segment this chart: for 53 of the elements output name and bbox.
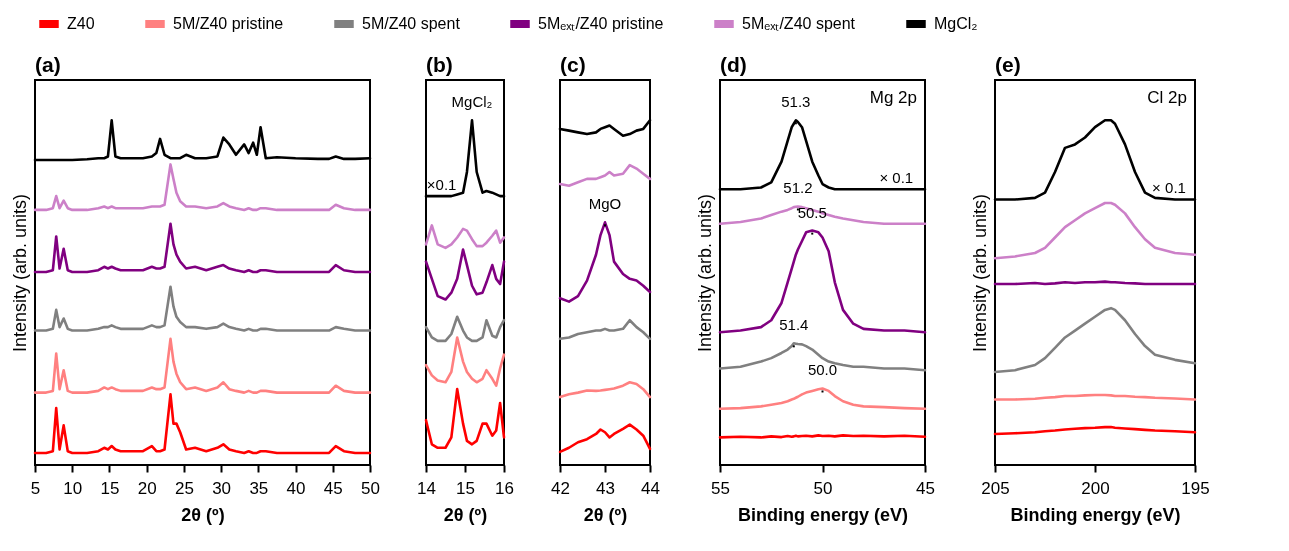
annotation: ×0.1 <box>426 175 457 193</box>
annotation: × 0.1 <box>1152 179 1186 197</box>
legend-label: 5Mₑₓₜ/Z40 spent <box>742 15 856 32</box>
x-tick-label: 30 <box>212 478 232 498</box>
x-axis-title: 2θ (º) <box>583 504 628 525</box>
legend-label: MgCl₂ <box>934 15 978 32</box>
x-axis-title: 2θ (º) <box>443 504 488 525</box>
x-tick-label: 45 <box>916 478 935 498</box>
x-tick-label: 45 <box>323 478 343 498</box>
x-tick-label: 35 <box>249 478 269 498</box>
annotation: 50.5 <box>797 203 827 221</box>
legend-label: 5Mₑₓₜ/Z40 pristine <box>538 15 664 32</box>
x-tick-label: 55 <box>711 478 730 498</box>
x-axis-title: Binding energy (eV) <box>1010 504 1181 525</box>
annotation: 51.4 <box>779 316 809 334</box>
chart-title: (b) <box>426 53 453 76</box>
chart-title: (a) <box>35 53 61 76</box>
annotation: × 0.1 <box>879 168 914 186</box>
legend-label: 5M/Z40 spent <box>362 15 461 32</box>
x-axis-title: Binding energy (eV) <box>737 504 909 525</box>
annotation: 51.3 <box>781 93 811 111</box>
x-axis-title: 2θ (º) <box>181 504 225 525</box>
y-axis-title: Intensity (arb. units) <box>9 193 30 353</box>
chart-title: (c) <box>560 53 586 76</box>
x-tick-label: 14 <box>417 478 436 498</box>
x-tick-label: 43 <box>596 478 615 498</box>
x-tick-label: 15 <box>100 478 120 498</box>
x-tick-label: 205 <box>981 478 1010 498</box>
annotation: 50.0 <box>807 361 838 379</box>
x-tick-label: 16 <box>495 478 514 498</box>
y-axis-title: Intensity (arb. units) <box>969 193 990 353</box>
x-tick-label: 20 <box>137 478 157 498</box>
x-tick-label: 15 <box>456 478 475 498</box>
text: Cl 2p <box>1147 88 1187 107</box>
legend-label: Z40 <box>67 15 95 32</box>
x-tick-label: 195 <box>1181 478 1210 498</box>
chart-title: (e) <box>995 53 1021 76</box>
x-tick-label: 40 <box>286 478 306 498</box>
legend-label: 5M/Z40 pristine <box>173 15 284 32</box>
y-axis-title: Intensity (arb. units) <box>694 193 715 353</box>
x-tick-label: 5 <box>30 478 41 498</box>
chart-title: (d) <box>720 53 747 76</box>
x-tick-label: 10 <box>63 478 83 498</box>
annotation: MgCl₂ <box>451 93 493 111</box>
x-tick-label: 25 <box>174 478 194 498</box>
text: Mg 2p <box>869 88 917 107</box>
annotation: MgO <box>588 195 622 213</box>
x-tick-label: 50 <box>813 478 833 498</box>
x-tick-label: 50 <box>361 478 380 498</box>
x-tick-label: 42 <box>551 478 570 498</box>
x-tick-label: 44 <box>641 478 660 498</box>
annotation: 51.2 <box>783 179 813 197</box>
x-tick-label: 200 <box>1081 478 1110 498</box>
